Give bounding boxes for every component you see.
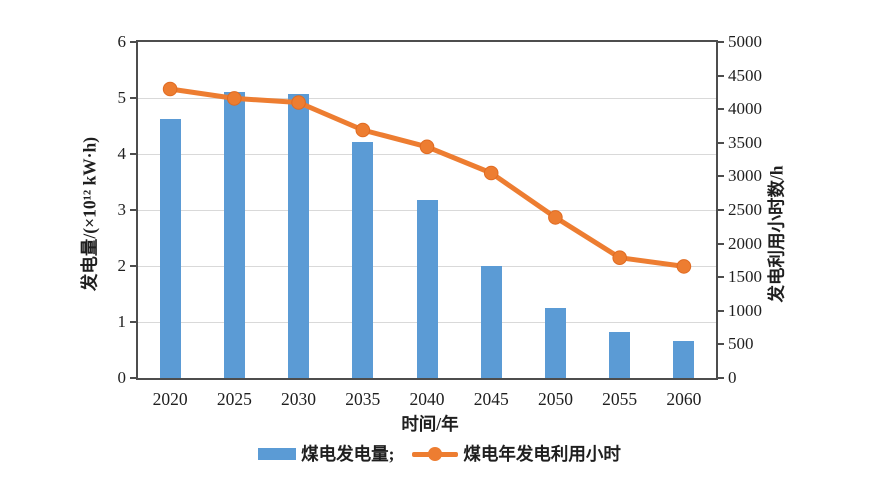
- x-axis-tick-label-2045: 2045: [473, 389, 509, 409]
- left-axis-tick-2: [130, 265, 138, 267]
- left-axis-tick-4: [130, 153, 138, 155]
- x-axis-tick-label-2035: 2035: [345, 389, 381, 409]
- bar-2050: [544, 308, 566, 378]
- right-axis-tick-1500: [716, 276, 724, 279]
- right-axis-tick-2000: [716, 242, 724, 245]
- line-series-swatch: [412, 446, 459, 461]
- gridline-5: [138, 97, 716, 99]
- bar-2040: [416, 199, 438, 378]
- right-axis-tick-2500: [716, 209, 724, 211]
- right-axis-tick-3500: [716, 141, 724, 144]
- left-axis-tick-label-5: 5: [117, 88, 127, 107]
- line-point-2030: [291, 95, 306, 110]
- left-axis-tick-5: [130, 97, 138, 99]
- right-axis-tick-label-2500: 2500: [728, 200, 762, 219]
- x-axis-tick-label-2060: 2060: [666, 389, 702, 409]
- right-axis-tick-label-2000: 2000: [728, 233, 762, 253]
- bar-series-label: 煤电发电量;: [301, 444, 395, 464]
- bar-2030: [288, 93, 310, 378]
- x-axis-tick-label-2020: 2020: [152, 389, 188, 409]
- bar-2045: [480, 266, 502, 378]
- right-axis-tick-0: [716, 377, 724, 379]
- right-axis-tick-label-500: 500: [728, 334, 754, 354]
- x-axis-tick-label-2050: 2050: [537, 389, 573, 409]
- bar-2025: [223, 92, 245, 378]
- line-point-2045: [483, 165, 499, 181]
- right-axis-tick-4000: [716, 108, 724, 111]
- right-axis-tick-label-4500: 4500: [728, 65, 762, 85]
- right-axis-tick-label-5000: 5000: [728, 32, 762, 51]
- line-point-2035: [355, 122, 371, 138]
- line-point-2020: [162, 81, 178, 97]
- right-axis-tick-1000: [716, 309, 724, 312]
- x-axis-title: 时间/年: [401, 414, 459, 434]
- line-series-marker-icon: [428, 446, 443, 461]
- legend-item-generation: 煤电发电量;: [258, 441, 394, 466]
- left-axis-tick-label-4: 4: [117, 144, 127, 163]
- line-point-2025: [227, 91, 242, 106]
- line-point-2050: [548, 210, 563, 225]
- bar-2055: [609, 331, 631, 378]
- right-axis-tick-label-1000: 1000: [728, 300, 762, 320]
- right-axis-tick-label-3500: 3500: [728, 132, 762, 152]
- legend-item-utilization: 煤电年发电利用小时: [412, 441, 621, 466]
- left-axis-tick-6: [130, 41, 138, 43]
- bar-2060: [673, 341, 695, 378]
- x-axis-tick-label-2055: 2055: [602, 389, 638, 409]
- x-axis-tick-label-2025: 2025: [216, 389, 252, 409]
- left-axis-tick-label-1: 1: [117, 312, 127, 331]
- right-axis-tick-label-4000: 4000: [728, 99, 762, 119]
- left-axis-tick-label-2: 2: [117, 256, 127, 275]
- bar-2020: [159, 118, 181, 378]
- left-axis-title: 发电量/(×10¹² kW·h): [79, 136, 100, 292]
- left-axis-tick-3: [130, 209, 138, 211]
- line-point-2040: [419, 139, 435, 155]
- left-axis-tick-0: [130, 377, 138, 379]
- left-axis-tick-label-3: 3: [117, 200, 127, 219]
- bar-series-swatch: [258, 447, 297, 460]
- line-series-label: 煤电年发电利用小时: [463, 444, 621, 464]
- line-point-2060: [676, 259, 692, 274]
- left-axis-tick-1: [130, 321, 138, 323]
- right-axis-tick-5000: [716, 41, 724, 43]
- right-axis-tick-label-0: 0: [728, 368, 737, 387]
- x-axis-tick-label-2030: 2030: [281, 389, 317, 409]
- right-axis-tick-4500: [716, 74, 724, 77]
- left-axis-tick-label-0: 0: [117, 368, 127, 387]
- right-axis-tick-3000: [716, 175, 724, 178]
- right-axis-tick-label-3000: 3000: [728, 166, 762, 186]
- utilization-line: [167, 86, 687, 269]
- bar-2035: [352, 141, 374, 378]
- utilization-line-chart: [162, 81, 692, 274]
- left-axis-tick-label-6: 6: [117, 32, 127, 51]
- line-point-2055: [612, 250, 628, 265]
- plot-area: [136, 40, 718, 380]
- legend: 煤电发电量; 煤电年发电利用小时: [0, 441, 879, 466]
- right-axis-tick-label-1500: 1500: [728, 267, 762, 287]
- right-axis-title: 发电利用小时数/h: [766, 165, 787, 303]
- right-axis-tick-500: [716, 343, 724, 346]
- x-axis-tick-label-2040: 2040: [409, 389, 445, 409]
